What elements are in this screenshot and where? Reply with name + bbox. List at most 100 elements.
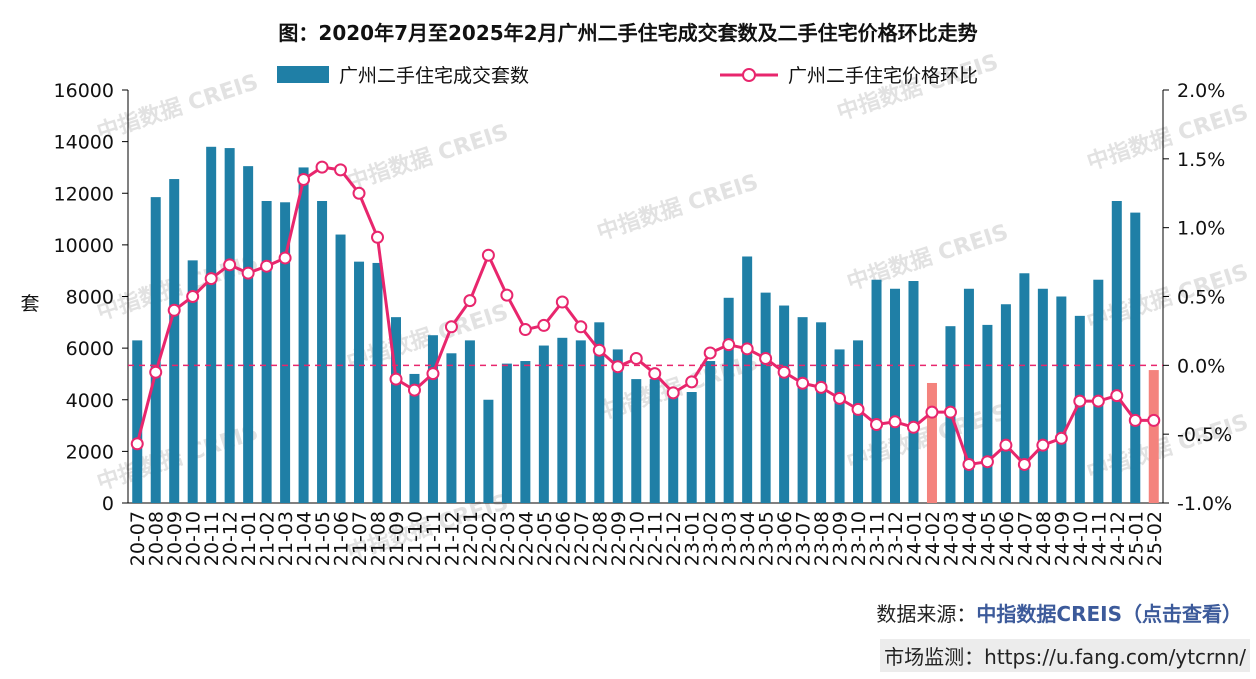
- x-tick-label: 23-02: [700, 511, 722, 566]
- line-point: [611, 360, 625, 374]
- x-tick-label: 25-01: [1125, 511, 1147, 566]
- line-point: [759, 351, 773, 365]
- y-tick-label: 8000: [66, 287, 114, 309]
- x-tick-label: 22-09: [608, 511, 630, 566]
- x-tick-label: 21-11: [423, 511, 445, 566]
- x-tick-label: 24-01: [903, 511, 925, 566]
- bar: [1000, 304, 1011, 503]
- line-point: [297, 172, 311, 186]
- line-point: [943, 405, 957, 419]
- watermark: 中指数据 CREIS: [844, 219, 1012, 296]
- x-tick-label: 24-08: [1033, 511, 1055, 566]
- x-tick-label: 24-02: [922, 511, 944, 566]
- line-point: [629, 351, 643, 365]
- line-point: [648, 367, 662, 381]
- bar: [594, 322, 605, 503]
- line-point: [444, 320, 458, 334]
- x-tick-label: 22-05: [534, 511, 556, 566]
- line-point: [777, 365, 791, 379]
- bar: [169, 179, 180, 503]
- line-point: [1110, 389, 1124, 403]
- x-tick-label: 21-08: [368, 511, 390, 566]
- bar: [1019, 273, 1030, 503]
- bar: [243, 166, 254, 503]
- x-tick-label: 21-04: [294, 511, 316, 566]
- x-tick-label: 22-11: [645, 511, 667, 566]
- y2-tick-label: -0.5%: [1177, 424, 1232, 446]
- line-point: [537, 318, 551, 332]
- x-tick-label: 24-04: [959, 511, 981, 566]
- x-tick-label: 20-07: [127, 511, 149, 566]
- line-point: [703, 346, 717, 360]
- y-axis-label: 套: [20, 293, 39, 315]
- bar: [298, 167, 309, 503]
- x-tick-label: 20-08: [146, 511, 168, 566]
- bar: [649, 379, 660, 503]
- watermark: 中指数据 CREIS: [1084, 259, 1252, 336]
- legend-swatch: [742, 68, 756, 82]
- x-tick-label: 21-09: [386, 511, 408, 566]
- x-tick-label: 21-07: [349, 511, 371, 566]
- x-tick-label: 24-03: [940, 511, 962, 566]
- x-tick-label: 23-03: [719, 511, 741, 566]
- x-tick-label: 24-10: [1070, 511, 1092, 566]
- line-point: [592, 343, 606, 357]
- watermark: 中指数据 CREIS: [1084, 99, 1252, 176]
- bar: [1111, 200, 1122, 503]
- line-point: [204, 272, 218, 286]
- bar: [1056, 296, 1067, 503]
- x-tick-label: 24-11: [1088, 511, 1110, 566]
- line-point: [574, 320, 588, 334]
- line-point: [481, 248, 495, 262]
- bar: [575, 340, 586, 503]
- bar: [224, 148, 235, 503]
- x-tick-label: 22-06: [552, 511, 574, 566]
- watermark: 中指数据 CREIS: [344, 119, 512, 196]
- bar: [723, 297, 734, 503]
- line-point: [223, 258, 237, 272]
- bar: [132, 340, 143, 503]
- x-tick-label: 23-09: [830, 511, 852, 566]
- line-point: [334, 163, 348, 177]
- x-tick-label: 21-03: [275, 511, 297, 566]
- y2-tick-label: -1.0%: [1177, 493, 1232, 515]
- watermark: 中指数据 CREIS: [94, 69, 262, 146]
- source-link[interactable]: 中指数据CREIS（点击查看）: [976, 602, 1242, 626]
- bar: [890, 288, 901, 503]
- bar: [501, 363, 512, 503]
- line-point: [1147, 413, 1161, 427]
- x-tick-label: 22-10: [626, 511, 648, 566]
- bar: [354, 261, 365, 503]
- y2-tick-label: 1.0%: [1177, 218, 1225, 240]
- line-point: [130, 437, 144, 451]
- chart-title: 图：2020年7月至2025年2月广州二手住宅成交套数及二手住宅价格环比走势: [278, 21, 977, 45]
- legend-label: 广州二手住宅成交套数: [339, 65, 529, 87]
- x-tick-label: 24-12: [1107, 511, 1129, 566]
- line-point: [1073, 394, 1087, 408]
- x-tick-label: 24-05: [977, 511, 999, 566]
- line-point: [722, 338, 736, 352]
- line-point: [796, 376, 810, 390]
- x-tick-label: 22-12: [663, 511, 685, 566]
- y-tick-label: 6000: [66, 338, 114, 360]
- line-point: [500, 288, 514, 302]
- bar: [1130, 212, 1141, 503]
- bar: [280, 202, 291, 504]
- line-point: [1128, 413, 1142, 427]
- bar: [668, 389, 679, 503]
- x-tick-label: 22-08: [589, 511, 611, 566]
- x-tick-label: 21-06: [331, 511, 353, 566]
- bar: [206, 146, 217, 503]
- line-point: [555, 295, 569, 309]
- x-tick-label: 22-02: [478, 511, 500, 566]
- x-tick-label: 21-02: [257, 511, 279, 566]
- x-tick-label: 24-06: [996, 511, 1018, 566]
- bar: [464, 340, 475, 503]
- legend-swatch: [277, 66, 329, 83]
- x-tick-label: 23-06: [774, 511, 796, 566]
- y-tick-label: 16000: [54, 80, 114, 102]
- x-tick-label: 23-11: [867, 511, 889, 566]
- line-point: [518, 323, 532, 337]
- x-tick-label: 22-03: [497, 511, 519, 566]
- y-tick-label: 0: [102, 493, 114, 515]
